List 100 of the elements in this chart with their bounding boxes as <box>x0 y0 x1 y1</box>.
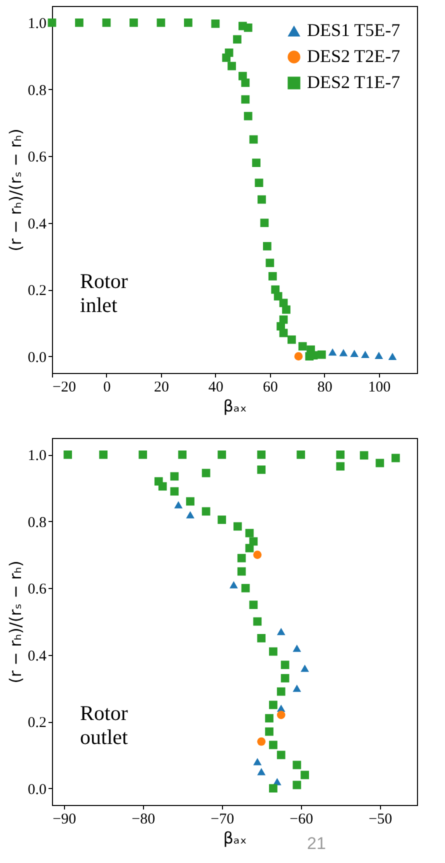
annotation: Rotor outlet <box>80 701 128 749</box>
point <box>249 135 258 144</box>
point <box>253 758 262 766</box>
point <box>361 350 370 358</box>
x-tick-label: 100 <box>368 380 391 396</box>
point <box>391 454 400 462</box>
point <box>266 258 274 268</box>
point <box>300 664 309 672</box>
point <box>158 482 167 491</box>
point <box>156 18 166 27</box>
point <box>218 450 226 459</box>
point <box>288 335 296 344</box>
point <box>279 328 288 338</box>
y-tick-label: 0.2 <box>28 283 46 300</box>
point <box>178 450 187 459</box>
y-tick-label: 0.0 <box>28 782 46 798</box>
x-tick-label: 0 <box>103 380 111 396</box>
point <box>186 497 194 506</box>
point <box>245 528 254 538</box>
y-tick-label: 0.6 <box>28 582 47 598</box>
point <box>260 218 269 228</box>
y-tick-label: 0.2 <box>28 715 46 732</box>
point <box>170 472 179 481</box>
point <box>254 178 264 188</box>
x-tick-label: −90 <box>52 812 76 828</box>
point <box>186 511 194 518</box>
x-tick-label: −50 <box>368 812 392 828</box>
legend-label: DES2 T2E-7 <box>307 46 400 66</box>
point <box>274 292 282 300</box>
point <box>258 195 266 204</box>
x-tick-label: 60 <box>262 380 278 396</box>
point <box>336 462 345 471</box>
point <box>228 62 236 70</box>
point <box>317 350 326 359</box>
point <box>237 567 246 576</box>
point <box>269 740 278 750</box>
y-tick-label: 0.0 <box>28 350 46 366</box>
point <box>170 487 179 496</box>
point <box>360 451 368 460</box>
point <box>350 350 359 357</box>
point <box>252 158 260 167</box>
point <box>257 737 266 746</box>
point <box>253 550 262 559</box>
point <box>268 272 277 280</box>
point <box>64 450 72 459</box>
x-tick-label: −70 <box>210 812 234 828</box>
legend-label: DES2 T1E-7 <box>307 72 400 92</box>
point <box>241 95 250 104</box>
point <box>202 507 210 516</box>
y-axis-title: (r − rₕ)/(rₛ − rₕ) <box>6 128 25 252</box>
x-axis-title: βₐₓ <box>223 828 247 848</box>
point <box>292 760 302 770</box>
point <box>282 305 290 314</box>
point <box>253 617 262 626</box>
point <box>305 352 314 360</box>
point <box>374 352 384 359</box>
point <box>48 18 56 27</box>
y-tick-label: 1.0 <box>28 448 46 464</box>
point <box>241 78 250 87</box>
point <box>75 18 84 27</box>
point <box>292 780 302 790</box>
x-tick-label: −80 <box>132 812 156 828</box>
y-tick-label: 0.8 <box>28 514 46 531</box>
point <box>276 628 286 636</box>
point <box>102 18 111 27</box>
point <box>265 727 274 736</box>
point <box>269 700 278 710</box>
y-tick-label: 0.8 <box>28 82 46 99</box>
point <box>257 466 266 474</box>
y-axis-title: (r − rₕ)/(rₛ − rₕ) <box>6 560 25 684</box>
annotation: Rotor inlet <box>80 269 128 317</box>
point <box>328 348 337 356</box>
point <box>202 468 210 478</box>
point <box>174 501 183 508</box>
point <box>292 644 302 652</box>
point <box>276 687 286 696</box>
point <box>280 660 290 670</box>
point <box>257 450 266 459</box>
point <box>249 600 258 609</box>
point <box>263 242 272 250</box>
point <box>244 112 252 120</box>
point <box>244 24 252 32</box>
point <box>280 674 290 682</box>
point <box>184 18 192 27</box>
x-tick-label: −20 <box>52 380 76 396</box>
x-tick-label: 40 <box>208 380 224 396</box>
y-tick-label: 0.4 <box>28 648 47 664</box>
point <box>130 18 138 27</box>
point <box>376 458 384 468</box>
y-tick-label: 0.4 <box>28 216 47 232</box>
point <box>257 634 266 642</box>
point <box>245 544 254 552</box>
point <box>339 349 348 356</box>
point <box>138 450 148 459</box>
point <box>269 647 278 656</box>
x-tick-label: 80 <box>317 380 332 396</box>
point <box>336 450 345 459</box>
point <box>294 352 303 360</box>
point <box>388 352 397 360</box>
x-axis-title: βₐₓ <box>223 396 247 416</box>
